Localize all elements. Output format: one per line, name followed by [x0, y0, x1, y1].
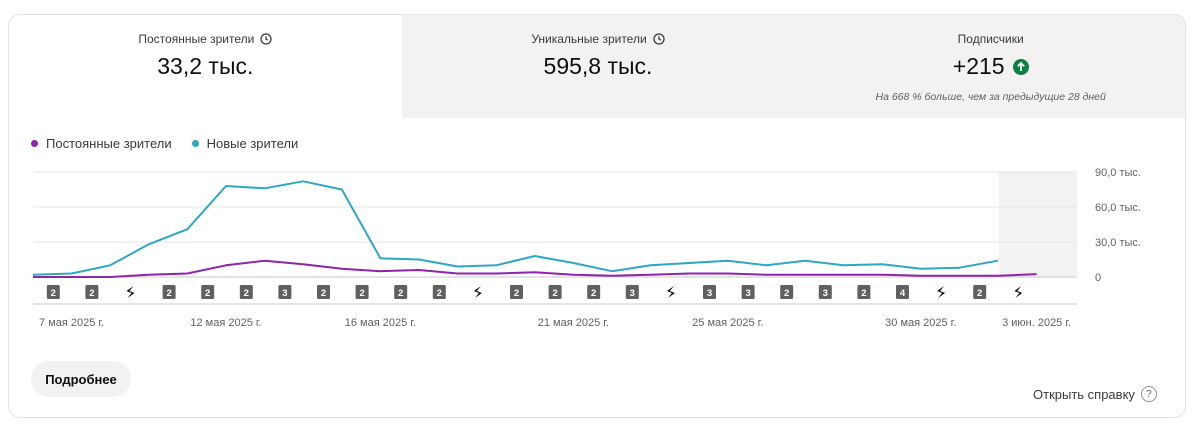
upload-count-badge[interactable] [818, 285, 832, 299]
stat-label: Подписчики [794, 32, 1185, 46]
legend-item-returning[interactable]: Постоянные зрители [31, 136, 172, 151]
upload-count-badge[interactable] [973, 285, 987, 299]
upload-count-badge[interactable] [317, 285, 330, 299]
y-tick-label: 0 [1095, 272, 1101, 284]
shorts-icon[interactable] [126, 286, 135, 298]
help-icon: ? [1140, 386, 1157, 402]
stat-label: Уникальные зрители [402, 32, 795, 46]
upload-count-label: 2 [166, 288, 171, 299]
line-chart: 90,0 тыс. 60,0 тыс. 30,0 тыс. 0 2 2 2 2 2 3 2 2 2 2 2 2… [32, 167, 1141, 329]
shorts-shape [126, 286, 135, 298]
legend-item-new[interactable]: Новые зрители [191, 136, 299, 151]
upload-count-badge[interactable] [548, 285, 562, 299]
upload-count-label: 4 [900, 288, 906, 299]
x-tick-label: 7 мая 2025 г. [39, 317, 104, 329]
more-button[interactable]: Подробнее [31, 361, 131, 397]
upload-count-label: 2 [321, 288, 326, 299]
upload-count-label: 3 [745, 288, 750, 299]
series-line-0 [33, 259, 1037, 278]
shorts-shape [666, 286, 675, 298]
upload-count-label: 2 [514, 288, 519, 299]
upload-count-badge[interactable] [162, 285, 176, 299]
shorts-icon[interactable] [666, 286, 675, 298]
upload-count-badge[interactable] [394, 285, 408, 299]
upload-count-label: 2 [784, 288, 789, 299]
x-tick-label: 12 мая 2025 г. [190, 317, 261, 329]
stat-subscribers-label: Подписчики [957, 32, 1024, 46]
x-tick-label: 21 мая 2025 г. [538, 317, 609, 329]
stat-returning-viewers[interactable]: Постоянные зрители 33,2 тыс. [9, 15, 402, 118]
clock-icon [653, 33, 665, 45]
help-link[interactable]: Открыть справку ? [1033, 386, 1157, 402]
upload-count-badge[interactable] [510, 285, 523, 299]
upload-count-badge[interactable] [896, 285, 909, 299]
upload-count-badge[interactable] [355, 285, 369, 299]
chart-legend: Постоянные зрители Новые зрители [31, 136, 298, 151]
legend-label-new: Новые зрители [206, 136, 299, 151]
stat-subscribers-value: +215 [794, 53, 1185, 80]
upload-count-badge[interactable] [239, 285, 253, 299]
stat-unique-label: Уникальные зрители [531, 32, 647, 46]
upload-count-badge[interactable] [625, 285, 639, 299]
subscribers-note: На 668 % больше, чем за предыдущие 28 дн… [875, 91, 1106, 103]
audience-card: Постоянные зрители 33,2 тыс. Уникальные … [8, 14, 1186, 418]
stat-subscribers[interactable]: Подписчики +215 На 668 % больше, чем за … [794, 15, 1185, 118]
upload-count-label: 2 [977, 288, 982, 299]
y-tick-label: 90,0 тыс. [1095, 167, 1141, 179]
subscribers-count: +215 [952, 53, 1005, 79]
upload-count-label: 3 [823, 288, 828, 299]
x-tick-label: 3 июн. 2025 г. [1002, 317, 1071, 329]
upload-count-badge[interactable] [85, 285, 99, 299]
upload-count-label: 2 [398, 288, 403, 299]
upload-count-badge[interactable] [741, 285, 755, 299]
x-tick-label: 30 мая 2025 г. [885, 317, 956, 329]
upload-count-badge[interactable] [201, 285, 215, 299]
upload-count-label: 2 [861, 288, 866, 299]
upload-count-label: 3 [282, 288, 287, 299]
upload-count-label: 2 [205, 288, 210, 299]
legend-dot-returning [31, 140, 38, 147]
upload-count-badge[interactable] [780, 285, 794, 299]
upload-count-badge[interactable] [857, 285, 871, 299]
shorts-shape [1014, 286, 1023, 298]
shorts-icon[interactable] [937, 286, 946, 298]
shorts-shape [937, 286, 946, 298]
upload-count-label: 2 [591, 288, 596, 299]
help-label: Открыть справку [1033, 386, 1135, 402]
upload-count-label: 2 [244, 288, 249, 299]
stat-returning-value: 33,2 тыс. [157, 53, 254, 79]
x-tick-label: 16 мая 2025 г. [345, 317, 416, 329]
stats-row: Постоянные зрители 33,2 тыс. Уникальные … [9, 15, 1185, 118]
legend-label-returning: Постоянные зрители [46, 136, 172, 151]
y-tick-label: 30,0 тыс. [1095, 237, 1141, 249]
upload-count-badge[interactable] [703, 285, 716, 299]
upload-count-label: 2 [437, 288, 442, 299]
y-tick-label: 60,0 тыс. [1095, 202, 1141, 214]
upload-count-label: 2 [552, 288, 557, 299]
upload-count-label: 2 [359, 288, 364, 299]
upload-count-label: 3 [630, 288, 635, 299]
upload-count-badge[interactable] [46, 285, 60, 299]
clock-icon [260, 33, 272, 45]
shorts-icon[interactable] [1014, 286, 1023, 298]
shorts-shape [473, 286, 482, 298]
legend-dot-new [191, 140, 199, 147]
stat-unique-viewers[interactable]: Уникальные зрители 595,8 тыс. [401, 15, 795, 118]
upload-count-label: 2 [89, 288, 94, 299]
arrow-up-icon [1012, 58, 1029, 75]
upload-count-badge[interactable] [432, 285, 446, 299]
upload-count-label: 2 [51, 288, 56, 299]
series-line-1 [32, 180, 999, 276]
stat-returning-label: Постоянные зрители [138, 32, 255, 46]
upload-count-badge[interactable] [278, 285, 292, 299]
shorts-icon[interactable] [473, 286, 482, 298]
upload-count-badge[interactable] [587, 285, 601, 299]
upload-count-label: 3 [707, 288, 712, 299]
partial-data-area [999, 172, 1077, 277]
stat-label: Постоянные зрители [9, 32, 402, 46]
stat-unique-value: 595,8 тыс. [543, 53, 653, 79]
x-tick-label: 25 мая 2025 г. [692, 317, 763, 329]
